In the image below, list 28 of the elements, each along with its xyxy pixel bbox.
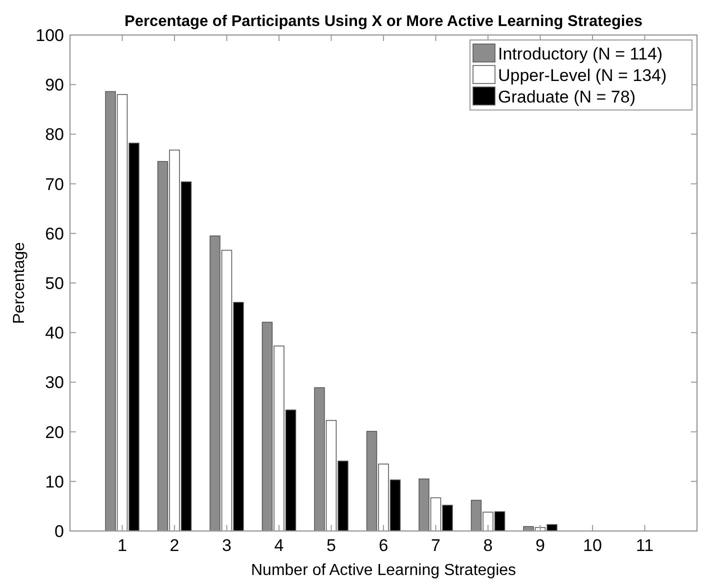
x-tick-label: 5 bbox=[326, 536, 336, 555]
chart-title: Percentage of Participants Using X or More Active Learning Strategies bbox=[124, 13, 642, 30]
y-tick-label: 90 bbox=[45, 76, 64, 95]
y-tick-label: 20 bbox=[45, 422, 64, 442]
x-tick-label: 3 bbox=[222, 536, 232, 555]
y-tick-label: 30 bbox=[45, 373, 64, 392]
legend-label: Graduate (N = 78) bbox=[498, 88, 636, 106]
y-tick-label: 60 bbox=[45, 224, 64, 244]
x-tick-label: 9 bbox=[536, 536, 545, 555]
y-tick-label: 100 bbox=[36, 26, 64, 45]
x-axis-title: Number of Active Learning Strategies bbox=[250, 562, 516, 579]
x-tick-label: 2 bbox=[170, 536, 180, 555]
legend-label: Introductory (N = 114) bbox=[498, 44, 663, 64]
y-tick-label: 40 bbox=[45, 324, 64, 343]
x-tick-label: 11 bbox=[636, 536, 654, 555]
y-tick-label: 50 bbox=[45, 274, 64, 293]
x-tick-label: 1 bbox=[118, 536, 127, 555]
x-tick-label: 10 bbox=[583, 536, 602, 555]
x-tick-label: 8 bbox=[483, 536, 493, 555]
y-tick-label: 0 bbox=[54, 522, 64, 541]
y-tick-label: 10 bbox=[45, 472, 64, 492]
y-axis-title: Percentage bbox=[11, 242, 28, 324]
x-tick-label: 6 bbox=[378, 536, 388, 555]
y-tick-label: 80 bbox=[45, 125, 64, 144]
y-tick-label: 70 bbox=[45, 174, 64, 194]
legend-label: Upper-Level (N = 134) bbox=[498, 66, 667, 85]
x-tick-label: 4 bbox=[274, 536, 284, 555]
x-tick-label: 7 bbox=[431, 536, 440, 555]
